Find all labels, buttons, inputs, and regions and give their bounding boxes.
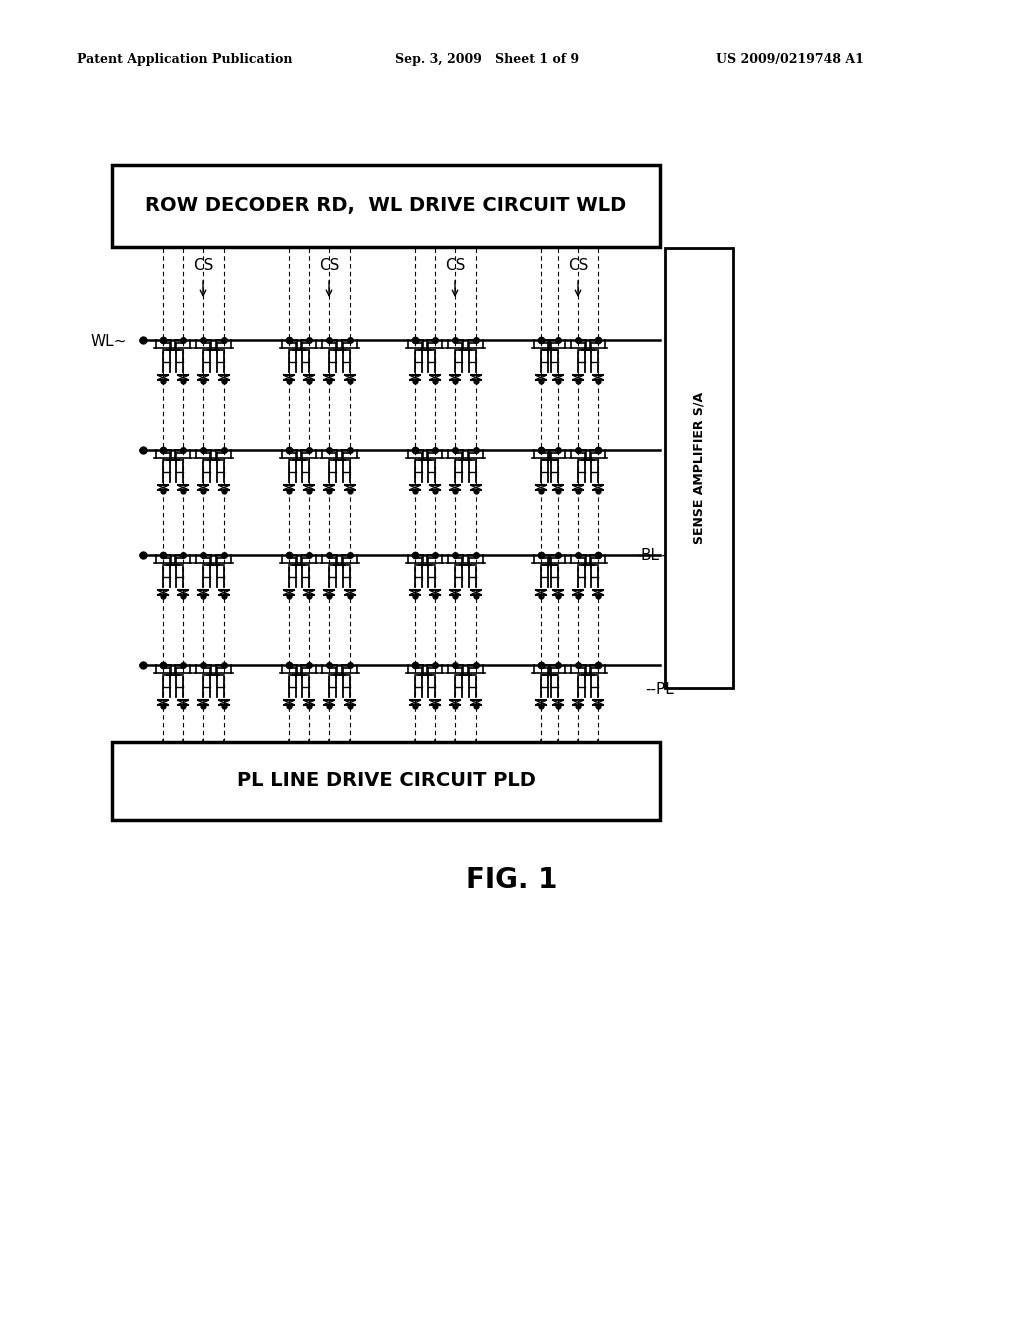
Text: FIG. 1: FIG. 1 <box>466 866 558 894</box>
Text: US 2009/0219748 A1: US 2009/0219748 A1 <box>716 54 864 66</box>
Text: CS: CS <box>193 257 213 272</box>
Text: Patent Application Publication: Patent Application Publication <box>77 54 293 66</box>
Text: PL LINE DRIVE CIRCUIT PLD: PL LINE DRIVE CIRCUIT PLD <box>237 771 536 791</box>
Text: CS: CS <box>568 257 588 272</box>
Text: BL: BL <box>640 548 659 562</box>
Text: SENSE AMPLIFIER S/A: SENSE AMPLIFIER S/A <box>692 392 706 544</box>
Text: Sep. 3, 2009   Sheet 1 of 9: Sep. 3, 2009 Sheet 1 of 9 <box>395 54 579 66</box>
Bar <box>665 248 733 688</box>
Text: ROW DECODER RD,  WL DRIVE CIRCUIT WLD: ROW DECODER RD, WL DRIVE CIRCUIT WLD <box>145 197 627 215</box>
Text: WL~: WL~ <box>91 334 127 350</box>
Text: CS: CS <box>444 257 465 272</box>
Text: --PL: --PL <box>645 682 674 697</box>
Text: CS: CS <box>318 257 339 272</box>
Bar <box>112 165 660 247</box>
Bar <box>112 742 660 820</box>
